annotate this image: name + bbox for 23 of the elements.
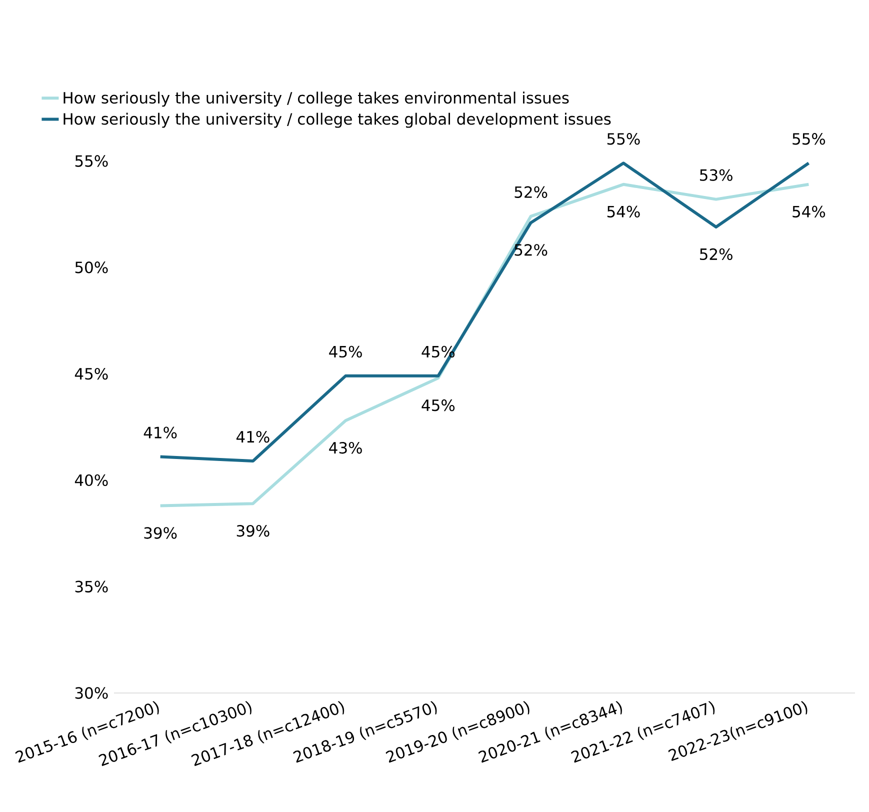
y-tick-label: 40% [74,474,108,486]
y-tick-label: 45% [74,368,108,380]
data-label: 55% [792,133,826,145]
y-tick-label: 30% [75,687,108,699]
data-label: 53% [700,169,732,181]
data-label: 55% [607,133,640,145]
data-label: 39% [144,527,177,539]
data-label: 41% [236,430,270,443]
y-tick-label: 50% [75,262,108,274]
data-label: 52% [514,244,548,256]
data-label: 39% [236,524,270,537]
data-label: 41% [144,426,177,438]
data-label: 54% [607,206,640,218]
data-label: 54% [792,206,826,218]
y-tick-label: 35% [75,580,108,592]
data-label: 45% [422,399,455,412]
data-label: 52% [700,248,732,260]
y-tick-label: 55% [75,155,108,167]
legend-label: How seriously the university / college takes environmental issues [64,92,569,107]
data-label: 43% [329,442,362,454]
legend-label: How seriously the university / college takes global development issues [64,112,611,128]
data-label: 45% [329,346,362,358]
data-label: 52% [514,186,548,198]
